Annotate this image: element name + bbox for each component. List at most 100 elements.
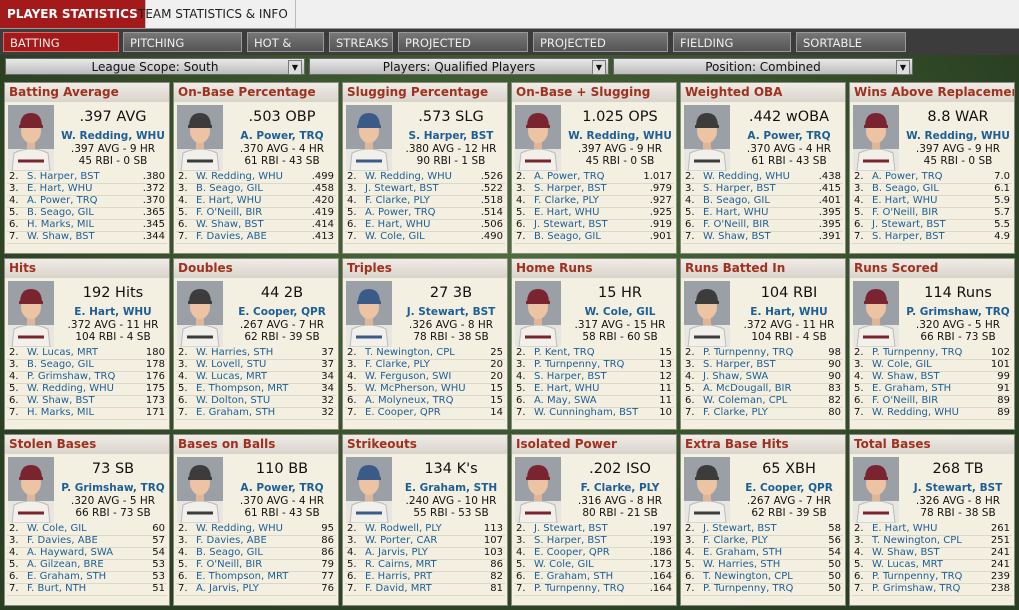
player-name[interactable]: W. Harries, STH	[196, 347, 274, 358]
player-name[interactable]: A. Gilzean, BRE	[27, 559, 104, 570]
player-name[interactable]: B. Seago, GIL	[872, 183, 939, 194]
player-name[interactable]: S. Harper, BST	[534, 183, 607, 194]
player-name[interactable]: B. Seago, GIL	[27, 207, 94, 218]
player-name[interactable]: W. Redding, WHU	[872, 407, 959, 418]
player-name[interactable]: A. Jarvis, PLY	[196, 583, 259, 594]
leader-name[interactable]: W. Redding, WHU	[906, 130, 1010, 142]
player-name[interactable]: P. Kent, TRQ	[534, 347, 595, 358]
player-name[interactable]: J. Shaw, SWA	[703, 371, 769, 382]
subtab[interactable]: PROJECTED PITCHING	[533, 32, 668, 70]
player-name[interactable]: E. Graham, STH	[534, 571, 614, 582]
player-name[interactable]: E. Hart, WHU	[872, 523, 938, 534]
top-tab[interactable]: TEAM STATISTICS & INFO	[131, 0, 296, 28]
player-name[interactable]: W. Cole, GIL	[872, 359, 932, 370]
player-name[interactable]: W. Lucas, MRT	[872, 559, 943, 570]
player-name[interactable]: S. Harper, BST	[534, 371, 607, 382]
dropdown[interactable]: Position: Combined ▼	[613, 58, 913, 75]
player-name[interactable]: W. Coleman, CPL	[703, 395, 788, 406]
leader-name[interactable]: P. Grimshaw, TRQ	[906, 306, 1010, 318]
player-name[interactable]: F. Burt, NTH	[27, 583, 87, 594]
dropdown[interactable]: Players: Qualified Players ▼	[309, 58, 609, 75]
leader-name[interactable]: P. Grimshaw, TRQ	[61, 482, 165, 494]
player-name[interactable]: W. Shaw, BST	[703, 231, 771, 242]
player-name[interactable]: E. Hart, WHU	[872, 195, 938, 206]
player-name[interactable]: W. Lucas, MRT	[27, 347, 98, 358]
player-name[interactable]: E. Graham, STH	[27, 571, 107, 582]
player-name[interactable]: S. Harper, BST	[872, 231, 945, 242]
player-name[interactable]: W. Shaw, BST	[27, 231, 95, 242]
leader-name[interactable]: J. Stewart, BST	[406, 306, 496, 318]
player-name[interactable]: W. Shaw, BST	[196, 219, 264, 230]
player-name[interactable]: S. Harper, BST	[27, 171, 100, 182]
leader-name[interactable]: E. Hart, WHU	[74, 306, 152, 318]
player-name[interactable]: W. Dolton, STU	[196, 395, 271, 406]
player-name[interactable]: F. Clarke, PLY	[534, 195, 599, 206]
player-name[interactable]: E. Harris, PRT	[365, 571, 433, 582]
player-name[interactable]: R. Cairns, MRT	[365, 559, 437, 570]
player-name[interactable]: H. Marks, MIL	[27, 219, 95, 230]
player-name[interactable]: P. Grimshaw, TRQ	[27, 371, 116, 382]
subtab[interactable]: PROJECTED BATTING	[398, 32, 528, 70]
leader-name[interactable]: E. Cooper, QPR	[238, 306, 326, 318]
player-name[interactable]: E. Cooper, QPR	[365, 407, 441, 418]
player-name[interactable]: B. Seago, GIL	[534, 231, 601, 242]
dropdown-arrow[interactable]: ▼	[288, 60, 302, 75]
player-name[interactable]: B. Seago, GIL	[196, 547, 263, 558]
leader-name[interactable]: E. Hart, WHU	[750, 306, 828, 318]
leader-name[interactable]: E. Cooper, QPR	[745, 482, 833, 494]
leader-name[interactable]: J. Stewart, BST	[913, 482, 1003, 494]
dropdown-arrow[interactable]: ▼	[896, 60, 910, 75]
player-name[interactable]: J. Stewart, BST	[872, 219, 946, 230]
player-name[interactable]: T. Newington, CPL	[703, 571, 793, 582]
player-name[interactable]: F. Davies, ABE	[196, 231, 267, 242]
player-name[interactable]: S. Harper, BST	[534, 535, 607, 546]
leader-name[interactable]: A. Power, TRQ	[747, 130, 831, 142]
subtab[interactable]: PITCHING LEADERS	[123, 32, 242, 70]
player-name[interactable]: S. Harper, BST	[703, 359, 776, 370]
player-name[interactable]: B. Seago, GIL	[703, 195, 770, 206]
player-name[interactable]: F. O'Neill, BIR	[703, 219, 770, 230]
subtab[interactable]: HOT & COLD	[247, 32, 324, 70]
player-name[interactable]: A. McDougall, BIR	[703, 383, 792, 394]
player-name[interactable]: E. Hart, WHU	[534, 383, 600, 394]
leader-name[interactable]: S. Harper, BST	[408, 130, 494, 142]
player-name[interactable]: A. Hayward, SWA	[27, 547, 114, 558]
player-name[interactable]: W. Redding, WHU	[196, 523, 283, 534]
player-name[interactable]: A. Power, TRQ	[27, 195, 98, 206]
player-name[interactable]: A. May, SWA	[534, 395, 597, 406]
player-name[interactable]: E. Hart, WHU	[365, 219, 431, 230]
player-name[interactable]: F. Clarke, PLY	[365, 195, 430, 206]
player-name[interactable]: J. Stewart, BST	[703, 523, 777, 534]
subtab[interactable]: STREAKS	[329, 32, 393, 52]
player-name[interactable]: W. Rodwell, PLY	[365, 523, 442, 534]
player-name[interactable]: E. Thompson, MRT	[196, 383, 289, 394]
leader-name[interactable]: W. Redding, WHU	[568, 130, 672, 142]
player-name[interactable]: E. Hart, WHU	[703, 207, 769, 218]
player-name[interactable]: F. O'Neill, BIR	[872, 395, 939, 406]
player-name[interactable]: B. Seago, GIL	[27, 359, 94, 370]
player-name[interactable]: J. Stewart, BST	[365, 183, 439, 194]
player-name[interactable]: A. Jarvis, PLY	[365, 547, 428, 558]
player-name[interactable]: P. Turnpenny, TRQ	[534, 583, 625, 594]
player-name[interactable]: W. Porter, CAR	[365, 535, 438, 546]
player-name[interactable]: S. Harper, BST	[703, 183, 776, 194]
player-name[interactable]: A. Power, TRQ	[872, 171, 943, 182]
player-name[interactable]: B. Seago, GIL	[196, 183, 263, 194]
player-name[interactable]: T. Newington, CPL	[365, 347, 455, 358]
player-name[interactable]: P. Turnpenny, TRQ	[534, 359, 625, 370]
player-name[interactable]: P. Grimshaw, TRQ	[872, 583, 961, 594]
player-name[interactable]: W. McPherson, WHU	[365, 383, 466, 394]
player-name[interactable]: P. Turnpenny, TRQ	[703, 583, 794, 594]
leader-name[interactable]: W. Cole, GIL	[584, 306, 656, 318]
leader-name[interactable]: E. Graham, STH	[404, 482, 498, 494]
subtab[interactable]: FIELDING LEADERS	[673, 32, 791, 70]
player-name[interactable]: F. Clarke, PLY	[365, 359, 430, 370]
player-name[interactable]: E. Cooper, QPR	[534, 547, 610, 558]
player-name[interactable]: W. Cole, GIL	[365, 231, 425, 242]
player-name[interactable]: F. O'Neill, BIR	[196, 207, 263, 218]
leader-name[interactable]: A. Power, TRQ	[240, 482, 324, 494]
player-name[interactable]: W. Redding, WHU	[27, 383, 114, 394]
player-name[interactable]: W. Shaw, BST	[872, 371, 940, 382]
player-name[interactable]: P. Turnpenny, TRQ	[703, 347, 794, 358]
player-name[interactable]: F. Clarke, PLY	[703, 535, 768, 546]
